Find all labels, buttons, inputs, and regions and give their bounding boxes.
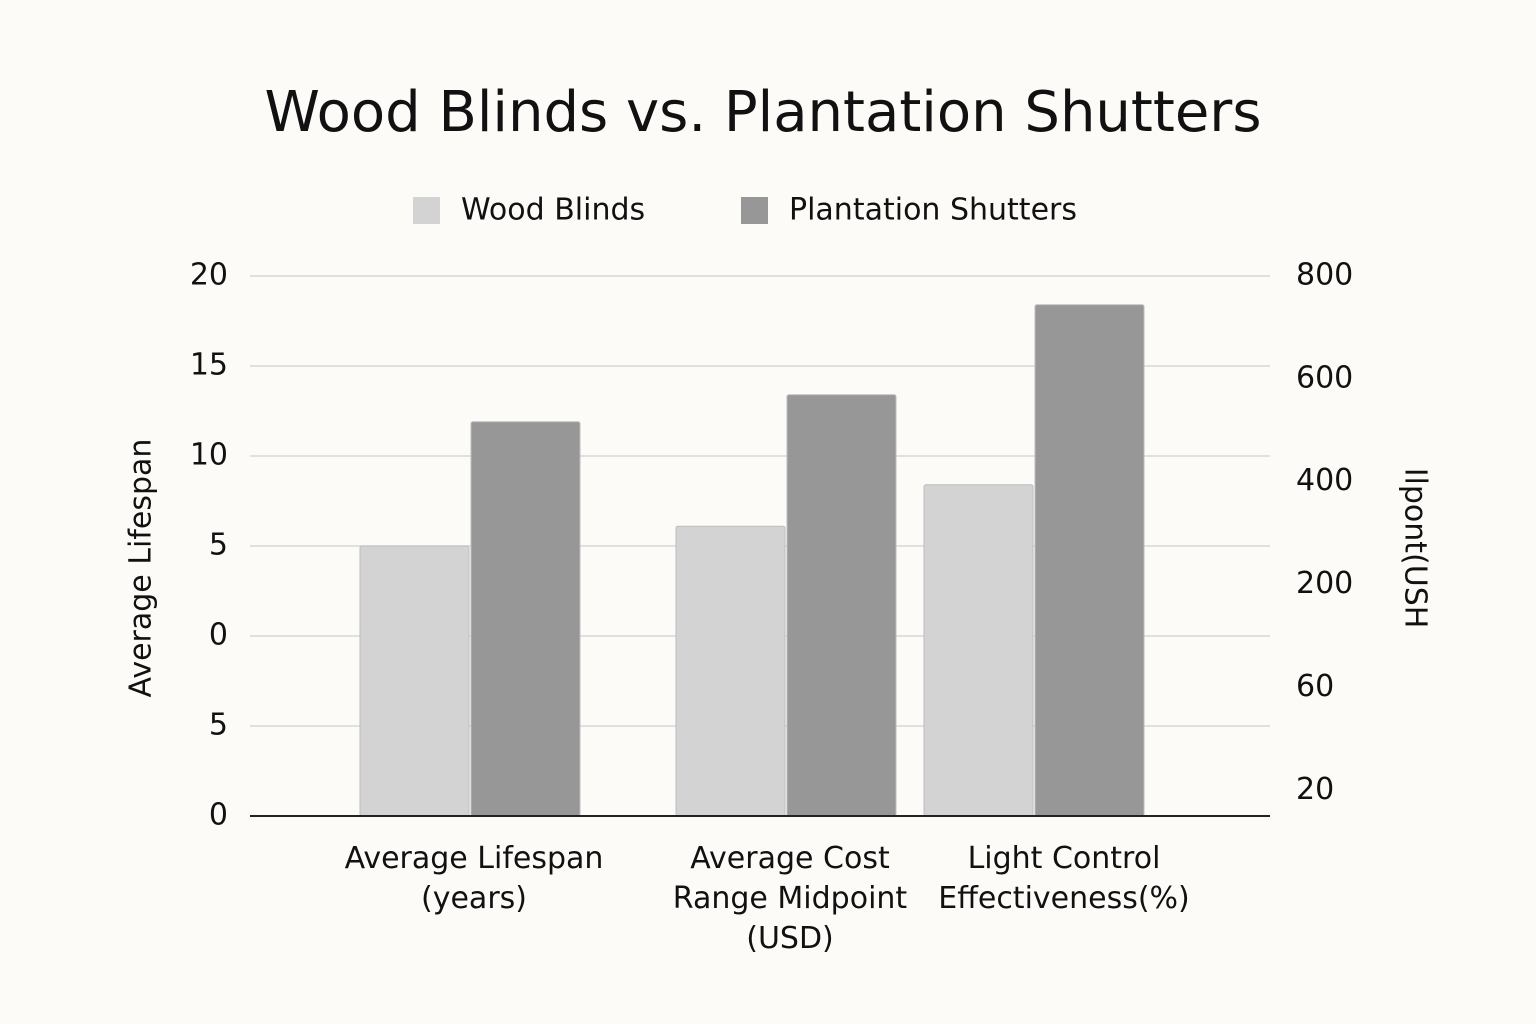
y-tick-label: 20 (190, 258, 228, 293)
bar (923, 484, 1034, 817)
y-tick-label: 0 (209, 798, 228, 833)
y-tick-label: 10 (190, 438, 228, 473)
x-tick-label: Light Control Effectiveness(%) (938, 841, 1190, 916)
x-tick-label-line: Effectiveness(%) (938, 881, 1190, 916)
y-tick-label: 0 (209, 618, 228, 653)
bar (359, 545, 470, 817)
bar (675, 525, 786, 817)
legend-swatch (413, 197, 440, 224)
y-axis-label: Average Lifespan (124, 439, 159, 698)
y-tick-label: 5 (209, 708, 228, 743)
y-tick-label: 15 (190, 348, 228, 383)
legend-label: Plantation Shutters (789, 193, 1077, 228)
y2-tick-label: 400 (1296, 463, 1353, 498)
y-tick-label: 5 (209, 528, 228, 563)
y2-tick-label: 800 (1296, 258, 1353, 293)
bar (786, 394, 897, 817)
x-tick-label-line: (USD) (746, 921, 834, 956)
x-tick-label-line: Average Cost (690, 841, 890, 876)
x-tick-label-line: Light Control (968, 841, 1161, 876)
bar (1034, 304, 1145, 817)
legend-label: Wood Blinds (461, 193, 645, 228)
y2-tick-label: 20 (1296, 772, 1334, 807)
x-tick-label: Average Lifespan (years) (345, 841, 604, 916)
x-tick-label: Average Cost Range Midpoint (USD) (673, 841, 908, 956)
x-tick-label-line: Range Midpoint (673, 881, 908, 916)
y2-tick-label: 600 (1296, 360, 1353, 395)
y2-tick-label: 60 (1296, 669, 1334, 704)
x-tick-label-line: Average Lifespan (345, 841, 604, 876)
y2-tick-label: 200 (1296, 566, 1353, 601)
bar (470, 421, 581, 817)
x-tick-label-line: (years) (421, 881, 527, 916)
y2-axis-label: Ilpont(USH (1398, 468, 1433, 629)
legend-swatch (741, 197, 768, 224)
chart-title: Wood Blinds vs. Plantation Shutters (264, 80, 1261, 145)
